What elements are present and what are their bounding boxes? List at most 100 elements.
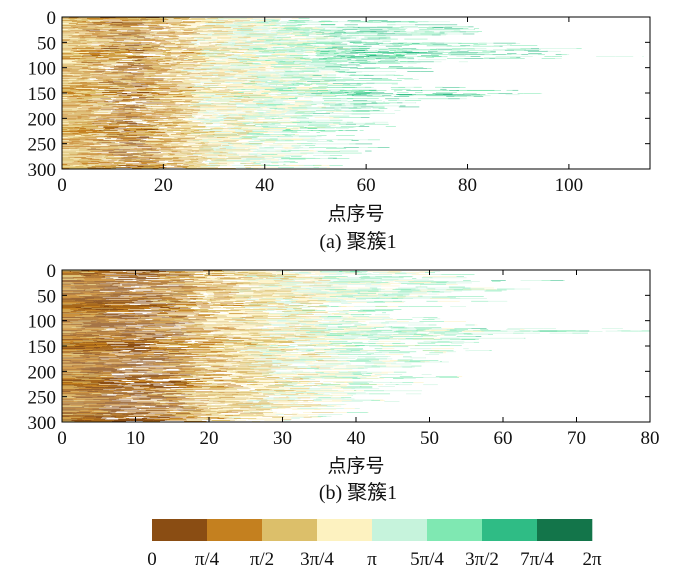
heatmap-cell bbox=[231, 40, 238, 41]
heatmap-cell bbox=[207, 40, 217, 42]
heatmap-cell bbox=[180, 112, 187, 114]
heatmap-cell bbox=[80, 146, 97, 148]
heatmap-cell bbox=[186, 141, 204, 142]
heatmap-cell bbox=[262, 36, 273, 37]
heatmap-cell bbox=[62, 149, 71, 151]
heatmap-cell bbox=[140, 19, 149, 21]
heatmap-cell bbox=[473, 96, 484, 97]
heatmap-cell bbox=[81, 55, 92, 56]
heatmap-cell bbox=[211, 37, 230, 38]
heatmap-cell bbox=[122, 149, 136, 151]
heatmap-cell bbox=[152, 80, 163, 81]
heatmap-cell bbox=[231, 124, 247, 125]
heatmap-cell bbox=[231, 51, 245, 53]
heatmap-cell bbox=[279, 26, 288, 27]
heatmap-cell bbox=[89, 20, 104, 22]
heatmap-cell bbox=[246, 72, 258, 74]
heatmap-cell bbox=[378, 71, 397, 72]
heatmap-cell bbox=[159, 17, 175, 19]
heatmap-cell bbox=[81, 32, 94, 34]
heatmap-cell bbox=[76, 27, 87, 29]
heatmap-cell bbox=[172, 62, 183, 63]
heatmap-cell bbox=[297, 80, 314, 81]
heatmap-cell bbox=[145, 63, 159, 65]
heatmap-cell bbox=[205, 56, 226, 57]
heatmap-cell bbox=[303, 57, 311, 59]
heatmap-cell bbox=[201, 51, 211, 53]
heatmap-cell bbox=[207, 75, 225, 76]
heatmap-cell bbox=[111, 114, 118, 116]
heatmap-cell bbox=[67, 31, 82, 32]
heatmap-cell bbox=[190, 133, 206, 134]
heatmap-cell bbox=[207, 58, 220, 60]
heatmap-cell bbox=[224, 29, 238, 31]
heatmap-cell bbox=[202, 75, 208, 76]
heatmap-cell bbox=[81, 115, 88, 117]
heatmap-cell bbox=[280, 140, 294, 142]
heatmap-cell bbox=[87, 77, 103, 79]
heatmap-cell bbox=[67, 35, 79, 37]
heatmap-cell bbox=[157, 64, 168, 66]
heatmap-cell bbox=[332, 127, 335, 129]
heatmap-cell bbox=[91, 65, 99, 67]
heatmap-cell bbox=[242, 27, 250, 29]
heatmap-cell bbox=[136, 129, 146, 131]
heatmap-cell bbox=[261, 28, 272, 29]
heatmap-cell bbox=[381, 21, 393, 22]
heatmap-cell bbox=[282, 104, 295, 105]
heatmap-cell bbox=[237, 78, 248, 79]
heatmap-cell bbox=[351, 47, 371, 49]
heatmap-cell bbox=[62, 59, 78, 61]
heatmap-cell bbox=[219, 35, 233, 36]
heatmap-cell bbox=[77, 79, 85, 81]
heatmap-cell bbox=[89, 124, 108, 126]
heatmap-cell bbox=[181, 150, 188, 151]
heatmap-cell bbox=[237, 22, 258, 23]
heatmap-cell bbox=[94, 133, 104, 135]
heatmap-cell bbox=[121, 75, 131, 76]
heatmap-cell bbox=[174, 17, 191, 19]
heatmap-cell bbox=[294, 57, 303, 58]
heatmap-cell bbox=[147, 144, 156, 145]
heatmap-cell bbox=[344, 85, 362, 86]
heatmap-cell bbox=[115, 83, 128, 85]
heatmap-cell bbox=[253, 98, 270, 100]
heatmap-cell bbox=[232, 136, 242, 137]
heatmap-cell bbox=[453, 30, 461, 32]
heatmap-cell bbox=[211, 81, 225, 82]
heatmap-cell bbox=[345, 71, 363, 73]
heatmap-cell bbox=[62, 107, 82, 109]
heatmap-cell bbox=[285, 37, 292, 38]
heatmap-cell bbox=[203, 84, 219, 86]
heatmap-cell bbox=[62, 113, 75, 115]
heatmap-cell bbox=[62, 116, 78, 118]
heatmap-cell bbox=[314, 59, 333, 61]
heatmap-cell bbox=[90, 73, 103, 74]
heatmap-cell bbox=[233, 96, 249, 97]
heatmap-cell bbox=[313, 139, 325, 140]
heatmap-cell bbox=[232, 76, 247, 78]
heatmap-cell bbox=[131, 113, 140, 114]
heatmap-cell bbox=[396, 102, 403, 104]
heatmap-cell bbox=[62, 44, 81, 45]
heatmap-cell bbox=[118, 129, 127, 131]
heatmap-cell bbox=[223, 19, 240, 20]
heatmap-cell bbox=[104, 44, 112, 45]
heatmap-cell bbox=[191, 146, 200, 147]
heatmap-cell bbox=[372, 121, 379, 123]
heatmap-cell bbox=[139, 45, 152, 46]
heatmap-cell bbox=[151, 93, 169, 94]
heatmap-cell bbox=[72, 124, 92, 125]
heatmap-cell bbox=[156, 91, 169, 93]
heatmap-cell bbox=[87, 123, 95, 124]
heatmap-cell bbox=[100, 42, 113, 44]
heatmap-cell bbox=[204, 23, 224, 24]
heatmap-cell bbox=[206, 136, 228, 138]
heatmap-cell bbox=[396, 94, 417, 95]
heatmap-cell bbox=[321, 91, 333, 93]
heatmap-cell bbox=[393, 45, 410, 46]
heatmap-cell bbox=[351, 21, 366, 23]
heatmap-cell bbox=[264, 134, 270, 135]
heatmap-cell bbox=[137, 59, 143, 60]
heatmap-cell bbox=[141, 110, 158, 111]
